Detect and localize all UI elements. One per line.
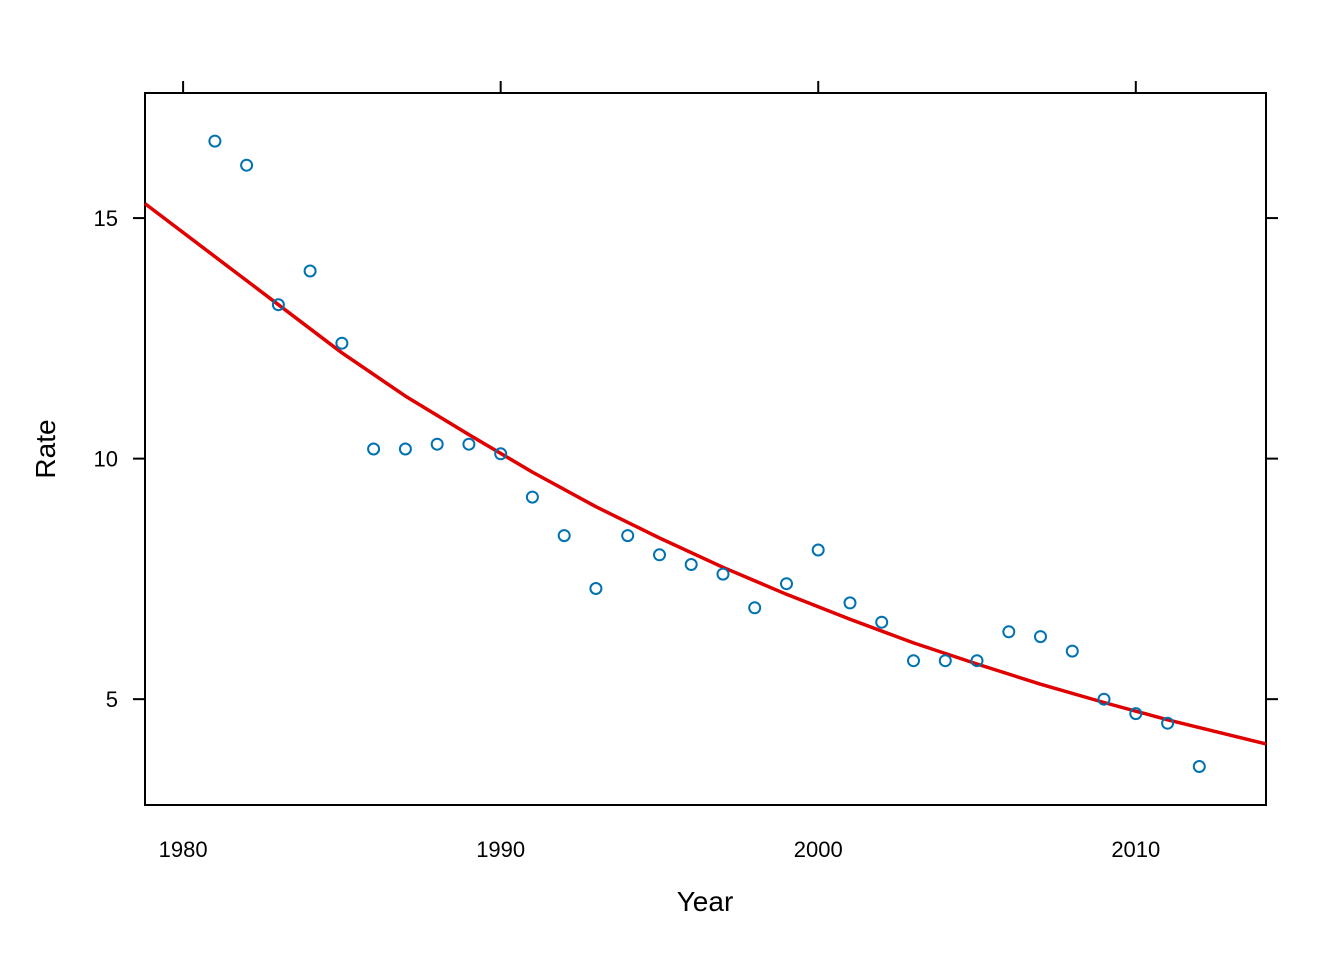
x-tick-label: 1990	[476, 837, 525, 862]
data-point	[938, 654, 952, 668]
data-point	[970, 654, 984, 668]
data-point	[1034, 630, 1047, 644]
data-point	[557, 529, 571, 543]
axis-tick-labels: 1980 1990 2000 2010 5 10 15	[94, 206, 1161, 862]
y-tick-label: 10	[94, 447, 118, 472]
data-point	[367, 442, 381, 456]
data-point	[208, 134, 222, 148]
data-point	[653, 548, 666, 562]
x-tick-label: 2000	[794, 837, 843, 862]
data-point	[462, 437, 476, 451]
data-point	[589, 582, 603, 595]
x-axis-title: Year	[677, 886, 734, 917]
data-point	[907, 654, 920, 668]
data-point	[303, 264, 317, 278]
data-point	[811, 543, 825, 557]
data-point	[398, 442, 412, 456]
data-point	[780, 577, 793, 591]
data-point	[335, 336, 349, 350]
x-tick-label: 1980	[159, 837, 208, 862]
data-point	[1002, 625, 1016, 639]
data-point	[875, 615, 889, 629]
y-tick-label: 15	[94, 206, 118, 231]
data-point	[494, 447, 508, 461]
data-point	[271, 298, 285, 312]
data-point	[621, 529, 635, 543]
fitted-curve-layer	[143, 202, 1267, 746]
x-tick-label: 2010	[1111, 837, 1160, 862]
data-point	[748, 601, 762, 615]
plot-frame	[144, 92, 1267, 806]
axis-ticks	[133, 81, 1278, 701]
data-point	[1192, 760, 1206, 773]
y-axis-title: Rate	[30, 419, 61, 478]
data-point	[1161, 716, 1175, 730]
data-point	[1065, 644, 1079, 658]
data-point	[240, 158, 254, 172]
data-point	[1097, 692, 1111, 706]
data-point	[684, 558, 698, 571]
data-point	[525, 490, 539, 504]
data-point	[430, 437, 444, 451]
data-point	[716, 567, 730, 581]
fitted-trend-line	[143, 202, 1267, 746]
data-point	[1129, 707, 1143, 721]
y-tick-label: 5	[106, 687, 118, 712]
data-point	[843, 596, 857, 610]
data-points-layer	[208, 134, 1206, 773]
